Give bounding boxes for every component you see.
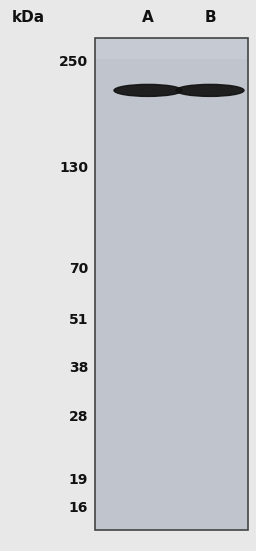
Text: 51: 51 <box>69 313 88 327</box>
Text: 70: 70 <box>69 262 88 276</box>
Text: 250: 250 <box>59 55 88 69</box>
Text: 28: 28 <box>69 410 88 424</box>
Bar <box>96 39 247 59</box>
Text: 130: 130 <box>59 161 88 175</box>
Ellipse shape <box>176 84 244 96</box>
Text: 38: 38 <box>69 361 88 375</box>
Text: A: A <box>142 10 154 25</box>
Text: 19: 19 <box>69 473 88 488</box>
Ellipse shape <box>114 84 182 96</box>
Text: 16: 16 <box>69 501 88 515</box>
Bar <box>95 38 248 530</box>
Text: kDa: kDa <box>12 10 45 25</box>
Text: B: B <box>204 10 216 25</box>
